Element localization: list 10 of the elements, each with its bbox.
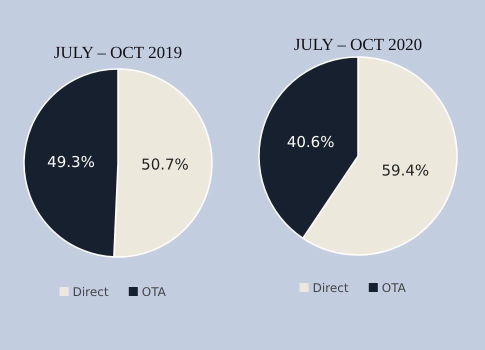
data-label: 40.6% (286, 132, 334, 151)
data-label: 50.7% (141, 155, 189, 174)
data-label: 59.4% (382, 162, 430, 180)
chart-title: JULY – OCT 2019 (54, 43, 182, 62)
data-label: 49.3% (47, 153, 95, 172)
chart-title: JULY – OCT 2020 (294, 35, 422, 54)
legend-label: OTA (142, 285, 167, 299)
legend-label: OTA (382, 281, 407, 295)
legend-label: Direct (72, 285, 109, 299)
legend-label: Direct (312, 281, 349, 295)
